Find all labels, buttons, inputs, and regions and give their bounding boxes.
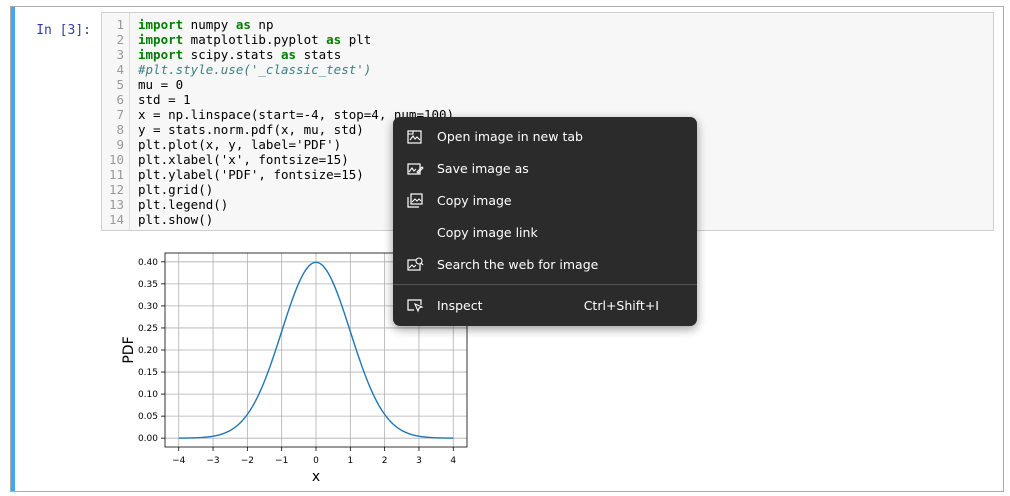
x-tick-label: −3 [206, 456, 219, 466]
code-text[interactable]: import scipy.stats as stats [138, 47, 342, 62]
copy-image-icon [407, 193, 423, 208]
cell-selection-bar [11, 7, 15, 491]
x-axis-label: x [312, 469, 320, 485]
menu-item-shortcut: Ctrl+Shift+I [583, 298, 659, 313]
x-tick-label: −1 [275, 456, 288, 466]
y-tick-label: 0.35 [138, 280, 158, 290]
inspect-icon [407, 299, 424, 313]
line-number: 14 [108, 212, 124, 227]
y-axis-label: PDF [121, 336, 137, 363]
x-tick-label: 2 [382, 456, 388, 466]
menu-item-save-image-as[interactable]: Save image as [393, 154, 697, 184]
menu-item-copy-image[interactable]: Copy image [393, 186, 697, 216]
y-tick-label: 0.15 [138, 368, 158, 378]
line-number: 3 [116, 47, 124, 62]
line-number: 5 [116, 77, 124, 92]
save-image-icon [407, 163, 424, 175]
menu-item-inspect[interactable]: Inspect Ctrl+Shift+I [393, 291, 697, 321]
notebook-cell[interactable]: In [3]: 1 import numpy as np 2 import matpl… [10, 6, 1004, 492]
menu-item-open-image-new-tab[interactable]: Open image in new tab [393, 122, 697, 152]
code-text[interactable]: plt.xlabel('x', fontsize=15) [138, 152, 349, 167]
menu-separator [393, 284, 697, 285]
code-text[interactable]: plt.show() [138, 212, 214, 227]
x-tick-label: −4 [172, 456, 186, 466]
menu-item-label: Open image in new tab [437, 129, 583, 144]
open-image-icon [407, 130, 422, 144]
line-number: 13 [108, 197, 124, 212]
y-tick-label: 0.40 [138, 258, 158, 268]
code-text[interactable]: mu = 0 [138, 77, 184, 92]
y-tick-label: 0.00 [138, 434, 158, 444]
code-text[interactable]: import numpy as np [138, 17, 274, 32]
line-number: 6 [116, 92, 124, 107]
code-text[interactable]: std = 1 [138, 92, 191, 107]
x-tick-label: 3 [416, 456, 422, 466]
x-tick-label: 1 [347, 456, 353, 466]
y-tick-label: 0.20 [138, 346, 158, 356]
y-tick-label: 0.05 [138, 412, 158, 422]
pdf-line [178, 261, 454, 439]
menu-item-label: Copy image [437, 193, 512, 208]
y-tick-label: 0.30 [138, 302, 158, 312]
line-number: 10 [108, 152, 124, 167]
line-number: 9 [116, 137, 124, 152]
x-tick-label: −2 [241, 456, 254, 466]
line-number: 1 [116, 17, 124, 32]
plot-frame [164, 252, 468, 448]
code-text[interactable]: import matplotlib.pyplot as plt [138, 32, 372, 47]
menu-item-label: Save image as [437, 161, 529, 176]
code-text[interactable]: plt.ylabel('PDF', fontsize=15) [138, 167, 364, 182]
menu-item-copy-image-link[interactable]: Copy image link [393, 218, 697, 248]
cell-prompt: In [3]: [36, 23, 91, 38]
menu-item-label: Copy image link [437, 225, 538, 240]
context-menu: Open image in new tab Save image as Copy… [393, 117, 697, 326]
x-tick-label: 4 [450, 456, 456, 466]
code-text[interactable]: #plt.style.use('_classic_test') [138, 62, 372, 77]
code-text[interactable]: y = stats.norm.pdf(x, mu, std) [138, 122, 364, 137]
y-tick-label: 0.10 [138, 390, 158, 400]
line-number: 8 [116, 122, 124, 137]
line-number: 7 [116, 107, 124, 122]
menu-item-label: Inspect [437, 298, 483, 313]
line-number: 11 [108, 167, 124, 182]
line-number: 4 [116, 62, 124, 77]
pdf-plot[interactable]: −4 −3 −2 −1 0 1 2 3 4 0.00 0.05 0.10 0.15 0.20 0.25 0.3… [107, 245, 477, 485]
x-tick-label: 0 [313, 456, 319, 466]
gutter-border [129, 13, 130, 230]
y-tick-label: 0.25 [138, 324, 158, 334]
code-text[interactable]: plt.grid() [138, 182, 214, 197]
code-text[interactable]: plt.legend() [138, 197, 229, 212]
code-text[interactable]: plt.plot(x, y, label='PDF') [138, 137, 342, 152]
line-number: 12 [108, 182, 124, 197]
search-image-icon [407, 257, 424, 271]
menu-item-search-web-for-image[interactable]: Search the web for image [393, 250, 697, 280]
menu-item-label: Search the web for image [437, 257, 599, 272]
line-number: 2 [116, 32, 124, 47]
